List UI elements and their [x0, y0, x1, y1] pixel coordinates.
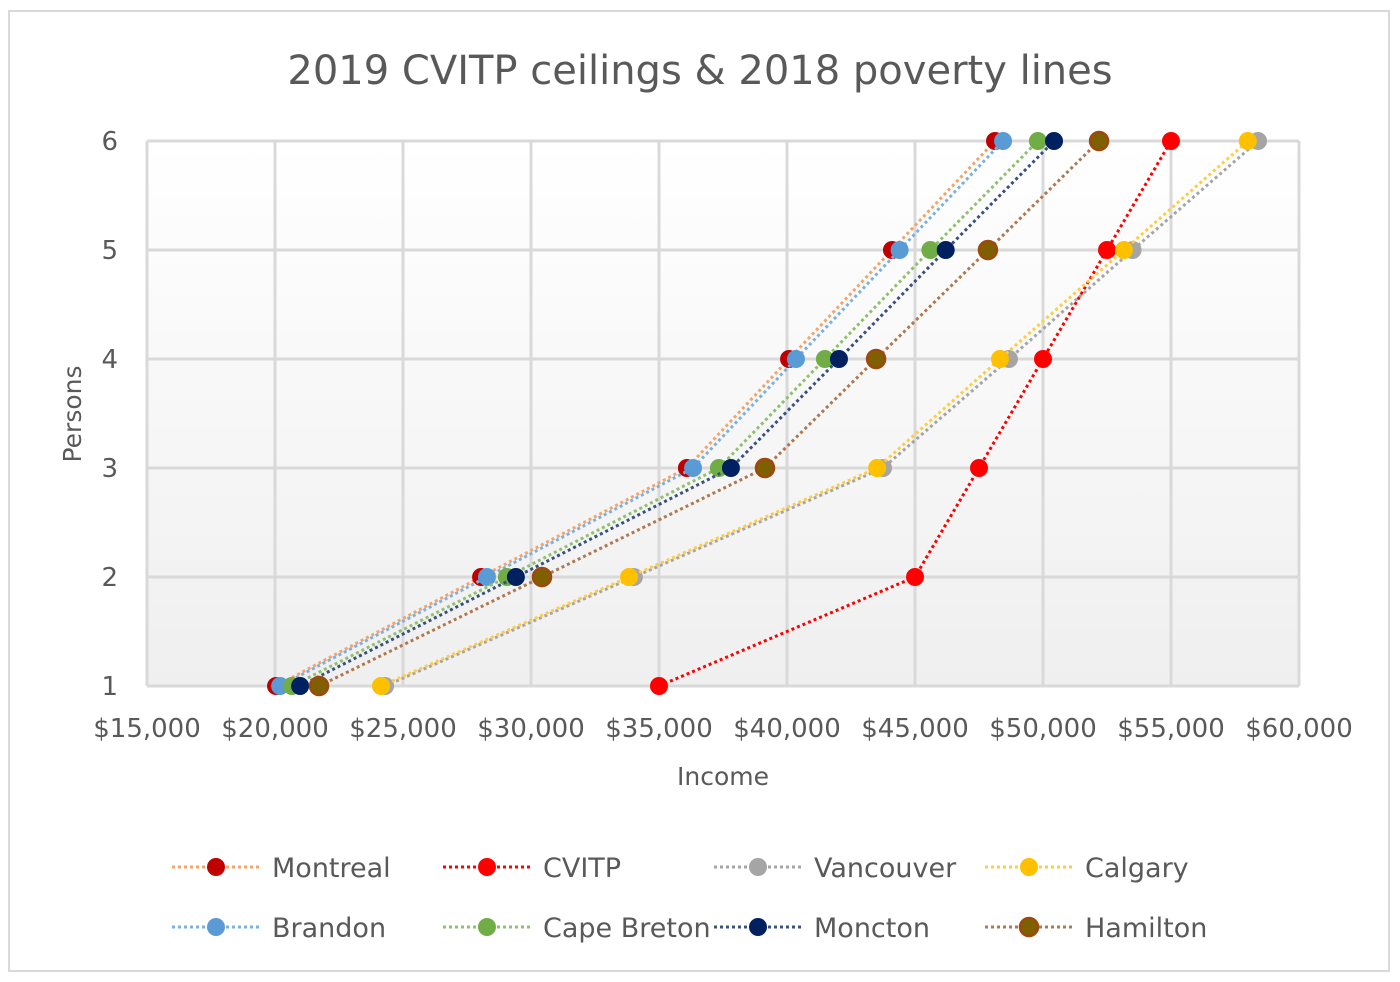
legend-marker	[1020, 858, 1038, 876]
x-tick-label: $20,000	[221, 714, 329, 744]
data-point	[1098, 241, 1116, 259]
legend-item: CVITP	[443, 853, 621, 884]
y-tick-label: 6	[101, 127, 118, 157]
data-point	[477, 568, 496, 586]
data-point	[815, 350, 834, 368]
legend-item: Cape Breton	[443, 913, 711, 944]
data-point	[970, 459, 988, 477]
legend-label: CVITP	[543, 853, 621, 884]
x-tick-label: $30,000	[477, 714, 585, 744]
legend-label: Vancouver	[814, 853, 957, 884]
data-point	[620, 568, 639, 586]
legend-marker	[207, 918, 225, 936]
x-tick-label: $25,000	[349, 714, 457, 744]
series-line	[279, 139, 1005, 688]
legend-item: Calgary	[985, 853, 1189, 884]
x-tick-label: $50,000	[989, 714, 1097, 744]
series-line	[275, 139, 997, 688]
series-cape-breton	[282, 132, 1047, 695]
data-point	[936, 241, 955, 259]
series-hamilton	[308, 130, 1110, 697]
legend-marker	[749, 918, 767, 936]
legend-label: Moncton	[814, 913, 930, 944]
y-tick-label: 1	[101, 672, 118, 702]
x-axis-label: Income	[677, 762, 769, 791]
data-point	[291, 677, 310, 695]
legend-label: Hamilton	[1085, 913, 1207, 944]
data-point	[906, 568, 924, 586]
legend-marker	[207, 858, 225, 876]
legend-label: Cape Breton	[543, 913, 711, 944]
data-point	[977, 239, 999, 261]
data-point	[684, 459, 703, 477]
data-point	[721, 459, 740, 477]
data-point	[308, 675, 330, 697]
y-tick-label: 5	[101, 236, 118, 266]
legend-label: Calgary	[1085, 853, 1189, 884]
data-point	[754, 457, 776, 479]
chart-title: 2019 CVITP ceilings & 2018 poverty lines	[287, 48, 1112, 94]
data-point	[1238, 132, 1257, 150]
x-tick-label: $55,000	[1117, 714, 1225, 744]
series-line	[291, 139, 1039, 688]
x-tick-label: $45,000	[861, 714, 969, 744]
series-brandon	[271, 132, 1013, 695]
x-tick-label: $15,000	[93, 714, 201, 744]
legend-item: Hamilton	[985, 913, 1207, 944]
data-point	[1028, 132, 1047, 150]
series-moncton	[291, 132, 1064, 695]
legend-item: Montreal	[172, 853, 391, 884]
series-line	[299, 139, 1056, 688]
data-point	[994, 132, 1013, 150]
data-point	[531, 566, 553, 588]
data-point	[868, 459, 887, 477]
y-tick-label: 4	[101, 345, 118, 375]
data-point	[1045, 132, 1064, 150]
data-point	[990, 350, 1009, 368]
data-point	[829, 350, 848, 368]
y-axis-label: Persons	[58, 365, 87, 462]
y-tick-label: 3	[101, 454, 118, 484]
x-tick-label: $35,000	[605, 714, 713, 744]
data-point	[786, 350, 805, 368]
legend-marker	[478, 918, 496, 936]
series-line	[384, 139, 1260, 688]
series-line	[318, 139, 1101, 688]
data-point	[1162, 132, 1180, 150]
legend-item: Brandon	[172, 913, 386, 944]
x-tick-label: $60,000	[1245, 714, 1353, 744]
y-tick-label: 2	[101, 563, 118, 593]
data-point	[921, 241, 940, 259]
data-point	[1114, 241, 1133, 259]
legend-label: Brandon	[272, 913, 386, 944]
series-cvitp	[650, 132, 1180, 695]
series-calgary	[371, 132, 1257, 695]
data-point	[371, 677, 390, 695]
data-point	[890, 241, 909, 259]
legend-marker	[1018, 916, 1040, 938]
legend-item: Moncton	[714, 913, 930, 944]
plot-area	[147, 141, 1299, 686]
data-point	[1034, 350, 1052, 368]
x-tick-label: $40,000	[733, 714, 841, 744]
data-point	[1088, 130, 1110, 152]
legend-item: Vancouver	[714, 853, 957, 884]
legend-marker	[478, 858, 496, 876]
data-point	[650, 677, 668, 695]
data-point	[865, 348, 887, 370]
series-line	[380, 139, 1249, 688]
series-line	[658, 140, 1173, 688]
legend-marker	[749, 858, 767, 876]
legend-label: Montreal	[272, 853, 391, 884]
data-point	[506, 568, 525, 586]
